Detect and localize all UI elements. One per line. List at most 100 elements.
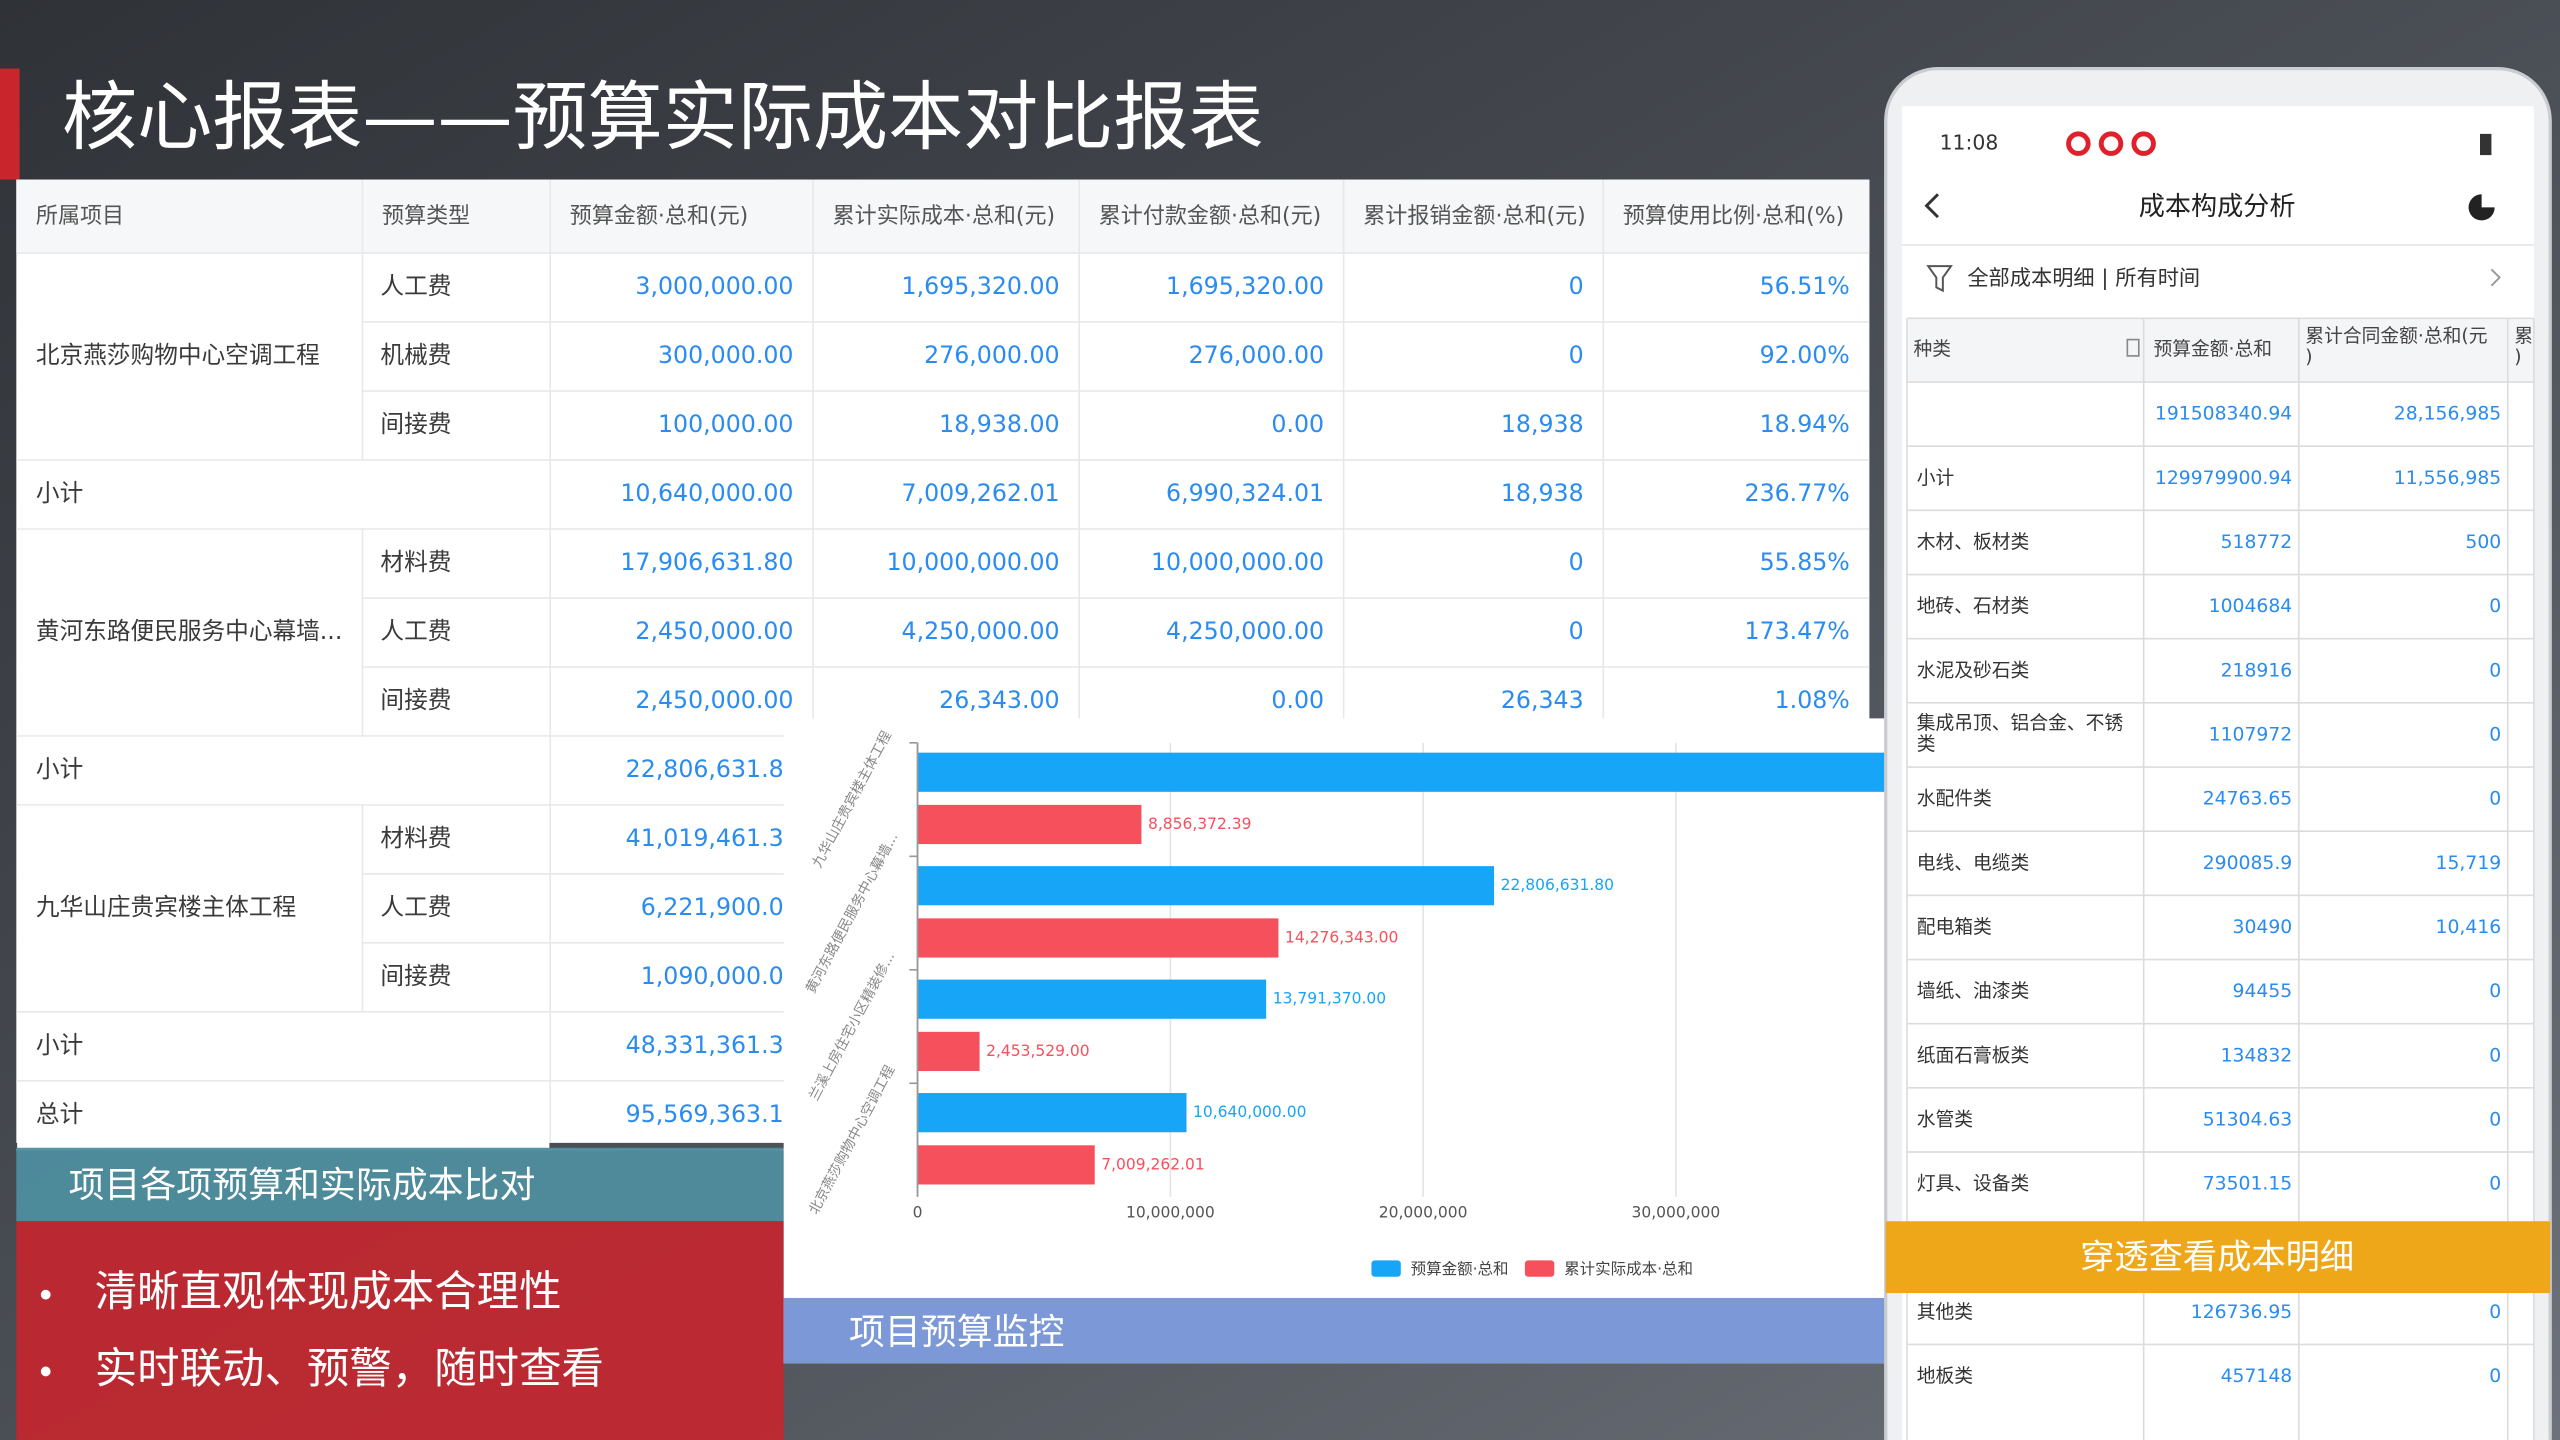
- phone-value: 457148: [2221, 1366, 2293, 1387]
- phone-value: 1004684: [2209, 596, 2293, 617]
- subtotal-label: 小计: [36, 1031, 83, 1059]
- table-value: 0: [1569, 617, 1584, 645]
- phone-value: 218916: [2221, 660, 2293, 681]
- table-value: 26,343: [1501, 686, 1584, 714]
- chart-plot: 8,856,372.39 22,806,631.80 14,276,343.00 13…: [909, 742, 1886, 1197]
- phone-value: 290085.9: [2203, 853, 2293, 874]
- bullet-text: 实时联动、预警，随时查看: [95, 1345, 604, 1394]
- phone-value: 0: [2489, 1174, 2501, 1195]
- phone-table-header: 累计合同金额·总和(元: [2305, 325, 2487, 347]
- phone-value: 0: [2489, 596, 2501, 617]
- table-value: 173.47%: [1745, 617, 1850, 645]
- table-header: 累计实际成本·总和(元): [833, 204, 1055, 229]
- table-value: 55.85%: [1760, 548, 1850, 576]
- legend-swatch: [1524, 1260, 1555, 1277]
- budget-type: 间接费: [380, 410, 451, 438]
- phone-table-header-bg: [1906, 318, 2534, 383]
- teal-banner: [16, 1147, 784, 1222]
- table-value: 10,000,000.00: [887, 548, 1060, 576]
- phone-value: 518772: [2221, 532, 2293, 553]
- legend-label: 累计实际成本·总和: [1564, 1260, 1693, 1278]
- table-header-bg: [16, 179, 1870, 254]
- phone-value: 134832: [2221, 1045, 2293, 1066]
- table-value: 95,569,363.1: [626, 1100, 784, 1128]
- filter-chevron: [2490, 268, 2501, 287]
- table-value: 4,250,000.00: [902, 617, 1060, 645]
- table-value: 236.77%: [1745, 479, 1850, 507]
- legend-label: 预算金额·总和: [1411, 1259, 1509, 1278]
- status-icon: [2066, 131, 2091, 156]
- filter-text[interactable]: 全部成本明细 | 所有时间: [1967, 266, 2200, 291]
- x-tick-label: 0: [913, 1204, 923, 1222]
- table-value: 56.51%: [1760, 272, 1850, 300]
- phone-row-label: 木材、板材类: [1917, 531, 2030, 553]
- merged-cell-bg: [17, 529, 362, 736]
- subtotal-label: 小计: [36, 479, 83, 507]
- phone-row-label: 水泥及砂石类: [1917, 659, 2030, 681]
- phone-row-label: 电线、电缆类: [1917, 852, 2030, 874]
- table-value: 100,000.00: [658, 410, 793, 438]
- table-value: 92.00%: [1760, 341, 1850, 369]
- value-label: 13,791,370.00: [1273, 990, 1386, 1008]
- phone-table-header: 累: [2514, 326, 2533, 347]
- phone-table-header: ): [2305, 347, 2312, 368]
- status-icon: [2131, 131, 2156, 156]
- chart-icon[interactable]: [2468, 194, 2495, 221]
- table-value: 41,019,461.3: [626, 824, 784, 852]
- phone-value: 15,719: [2436, 853, 2502, 874]
- battery-icon: [2479, 133, 2492, 156]
- total-bg: [17, 1081, 550, 1149]
- project-name: 黄河东路便民服务中心幕墙...: [36, 617, 342, 645]
- budget-type: 人工费: [380, 617, 451, 645]
- status-icon: [2098, 131, 2124, 156]
- subtotal-bg: [17, 736, 550, 805]
- value-label: 2,453,529.00: [986, 1042, 1090, 1060]
- phone-value: 0: [2489, 1366, 2501, 1387]
- phone-value: 191508340.94: [2155, 404, 2292, 425]
- red-box: [16, 1221, 784, 1440]
- phone-value: 1107972: [2209, 724, 2293, 745]
- table-value: 10,640,000.00: [620, 479, 793, 507]
- table-value: 276,000.00: [1189, 341, 1324, 369]
- value-label: 14,276,343.00: [1285, 928, 1398, 946]
- slide-title: 核心报表——预算实际成本对比报表: [62, 73, 1264, 161]
- table-value: 7,009,262.01: [902, 479, 1060, 507]
- table-header: 累计付款金额·总和(元): [1099, 204, 1321, 229]
- bar: [917, 752, 1886, 792]
- table-value: 18.94%: [1760, 410, 1850, 438]
- x-tick-label: 10,000,000: [1126, 1204, 1215, 1222]
- phone-table-header: ): [2514, 347, 2521, 368]
- merged-cell-bg: [17, 253, 362, 460]
- phone-row-label: 类: [1917, 733, 1936, 755]
- table-header: 所属项目: [36, 204, 124, 229]
- phone-value: 129979900.94: [2155, 468, 2292, 489]
- phone-value: 0: [2489, 789, 2501, 810]
- table-value: 18,938: [1501, 479, 1584, 507]
- legend-swatch: [1371, 1260, 1401, 1277]
- title-accent: [0, 68, 20, 180]
- table-value: 1,090,000.0: [641, 962, 784, 990]
- phone-row-label: 小计: [1917, 467, 1955, 489]
- subtotal-bg: [17, 460, 550, 529]
- phone-row-label: 水管类: [1917, 1108, 1974, 1130]
- bullet-dot: [40, 1366, 51, 1377]
- phone-table-header: 预算金额·总和: [2153, 338, 2272, 360]
- table-header: 预算类型: [382, 204, 470, 229]
- back-button[interactable]: [1924, 193, 1939, 219]
- value-label: 22,806,631.80: [1501, 876, 1614, 894]
- table-value: 0: [1569, 341, 1584, 369]
- phone-row-label: 其他类: [1917, 1301, 1974, 1323]
- table-value: 10,000,000.00: [1151, 548, 1324, 576]
- table-value: 0: [1569, 272, 1584, 300]
- table-value: 2,450,000.00: [635, 686, 793, 714]
- bar: [917, 866, 1495, 906]
- value-label: 8,856,372.39: [1148, 815, 1252, 833]
- x-tick-label: 20,000,000: [1379, 1204, 1468, 1222]
- table-value: 0: [1569, 548, 1584, 576]
- bar: [917, 979, 1267, 1019]
- orange-banner: [1885, 1221, 2551, 1294]
- phone-value: 10,416: [2436, 917, 2502, 938]
- chart-footer-title: 项目预算监控: [849, 1312, 1064, 1353]
- project-name: 北京燕莎购物中心空调工程: [36, 341, 320, 369]
- table-value: 4,250,000.00: [1166, 617, 1324, 645]
